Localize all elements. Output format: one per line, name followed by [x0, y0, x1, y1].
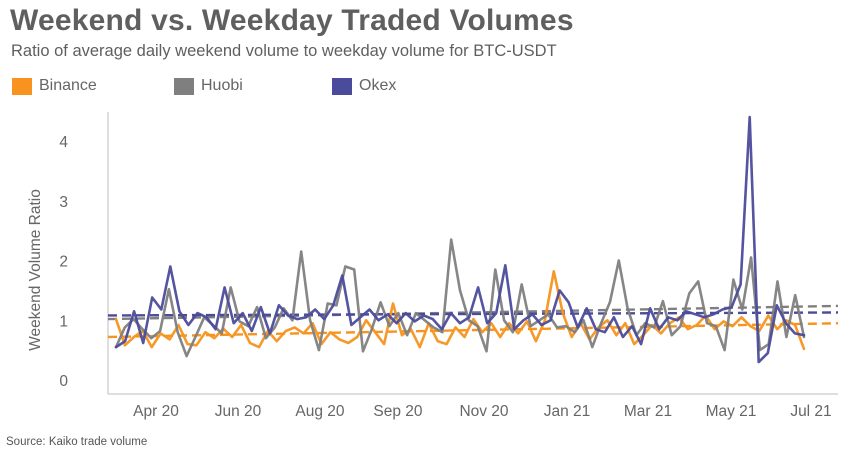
axes: 0 1 2 3 4 Weekend Volume Ratio Apr 20 Jun 20 Aug… [27, 112, 838, 420]
x-tick-label: Nov 20 [459, 403, 508, 420]
legend-label-huobi: Huobi [201, 77, 243, 94]
legend-item-binance[interactable]: Binance [12, 77, 97, 95]
legend: Binance Huobi Okex [0, 77, 856, 99]
chart-title: Weekend vs. Weekday Traded Volumes [10, 4, 574, 37]
y-tick-label: 2 [59, 254, 68, 271]
legend-item-huobi[interactable]: Huobi [174, 77, 243, 95]
y-tick-label: 3 [59, 194, 68, 211]
legend-swatch-binance [12, 77, 32, 95]
x-tick-label: Jun 20 [215, 403, 262, 420]
y-axis-label: Weekend Volume Ratio [27, 189, 44, 351]
chart-subtitle: Ratio of average daily weekend volume to… [11, 42, 557, 60]
series-layer [107, 115, 839, 364]
legend-item-okex[interactable]: Okex [332, 77, 396, 95]
x-tick-label: Sep 20 [373, 403, 423, 420]
legend-label-binance: Binance [39, 77, 97, 94]
x-tick-label: May 21 [706, 403, 757, 420]
x-tick-label: Jul 21 [790, 403, 831, 420]
x-tick-label: Jan 21 [544, 403, 591, 420]
source-note: Source: Kaiko trade volume [6, 436, 148, 448]
series-line-huobi [114, 238, 806, 358]
y-tick-label: 4 [59, 134, 68, 151]
x-tick-label: Mar 21 [624, 403, 672, 420]
x-tick-label: Aug 20 [295, 403, 345, 420]
series-line-okex [114, 115, 806, 364]
y-tick-label: 0 [59, 373, 68, 390]
legend-label-okex: Okex [359, 77, 397, 94]
trend-line-huobi [107, 304, 839, 321]
legend-swatch-okex [332, 77, 352, 95]
series-line-binance [114, 269, 806, 351]
y-tick-label: 1 [59, 313, 68, 330]
x-tick-label: Apr 20 [133, 403, 179, 420]
legend-swatch-huobi [174, 77, 194, 95]
